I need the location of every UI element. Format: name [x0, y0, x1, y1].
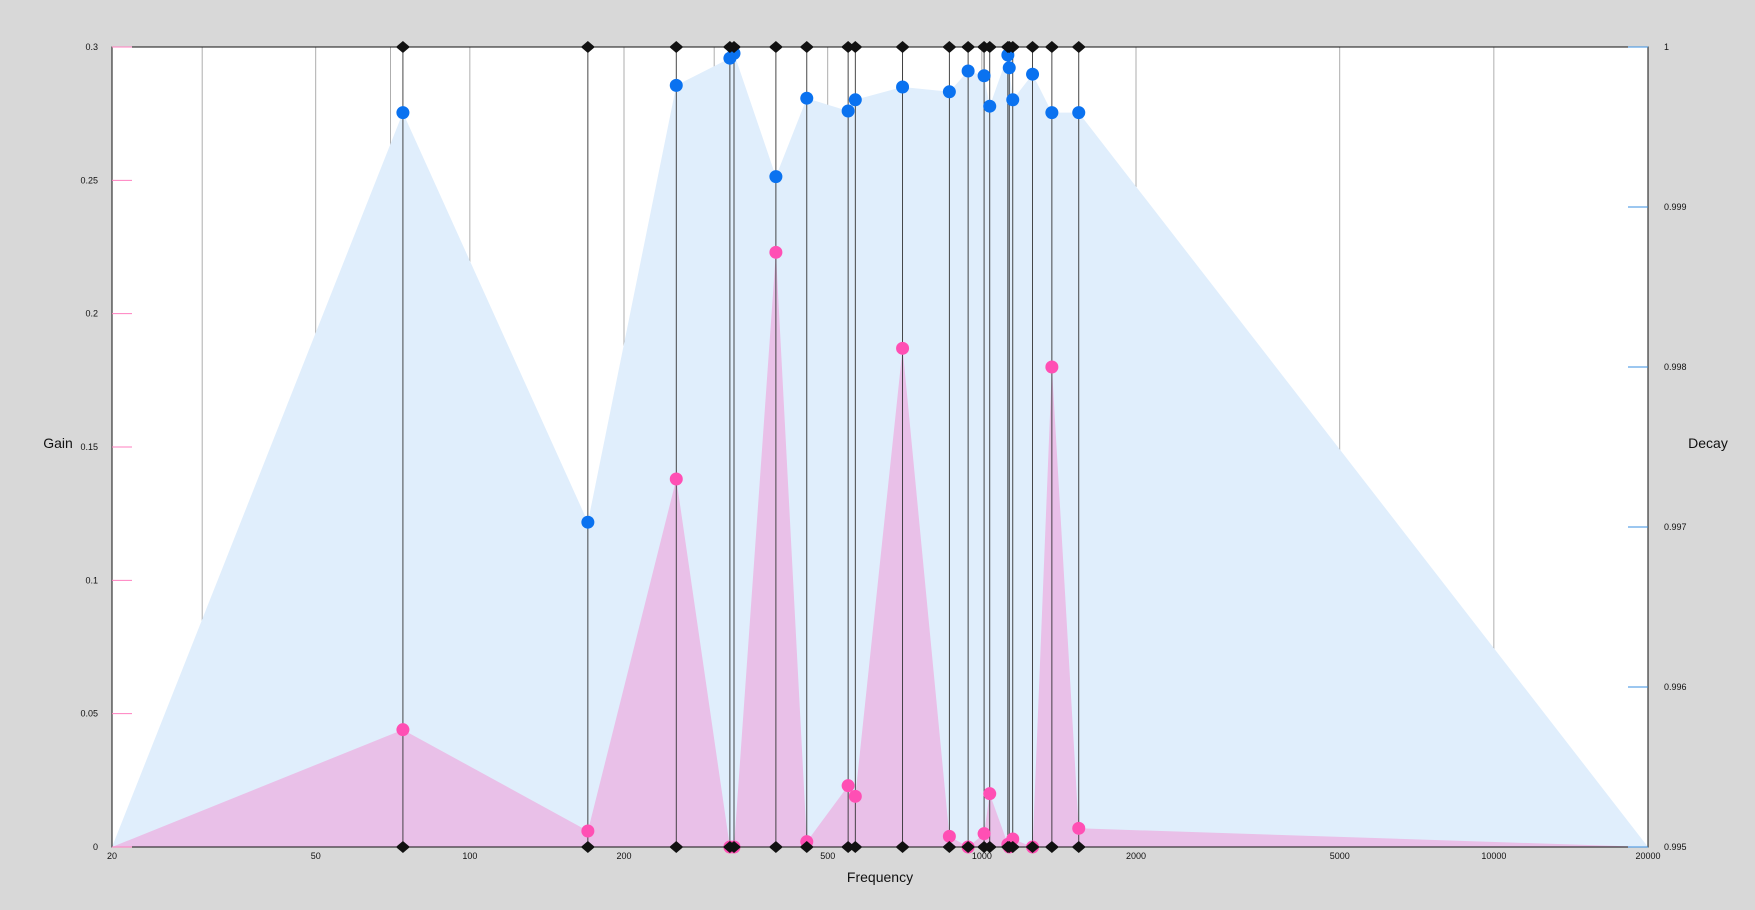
- x-tick-label: 200: [616, 851, 631, 861]
- y2-tick-label: 0.996: [1664, 682, 1687, 692]
- band-handle-top[interactable]: [395, 41, 410, 53]
- decay-point: [1002, 61, 1016, 75]
- band-handle-top[interactable]: [669, 41, 684, 53]
- band-handle-top[interactable]: [1071, 41, 1086, 53]
- decay-point: [977, 69, 991, 83]
- band-handle-bottom[interactable]: [1044, 841, 1059, 853]
- decay-point: [1006, 93, 1020, 107]
- gain-point: [669, 472, 683, 486]
- y-tick-label: 0.3: [85, 42, 98, 52]
- y-tick-label: 0.15: [80, 442, 98, 452]
- y2-tick-label: 1: [1664, 42, 1669, 52]
- gain-point: [396, 723, 410, 737]
- band-handle-bottom[interactable]: [395, 841, 410, 853]
- decay-point: [669, 78, 683, 92]
- band-handle-top[interactable]: [961, 41, 976, 53]
- decay-point: [1001, 48, 1015, 62]
- decay-point: [961, 64, 975, 78]
- gain-point: [1072, 821, 1086, 835]
- band-handle-top[interactable]: [768, 41, 783, 53]
- band-handle-bottom[interactable]: [1005, 841, 1020, 853]
- gain-point: [581, 824, 595, 838]
- decay-point: [769, 170, 783, 184]
- tick-layer: 0 0.05 0.1 0.15 0.2 0.25 0.3 0.995 0.996 0.997 0.9…: [80, 42, 1686, 861]
- band-handle-bottom[interactable]: [1071, 841, 1086, 853]
- x-tick-label: 50: [311, 851, 321, 861]
- band-handle-bottom[interactable]: [727, 841, 742, 853]
- decay-point: [841, 104, 855, 118]
- handle-layer[interactable]: [395, 41, 1086, 853]
- band-handle-top[interactable]: [799, 41, 814, 53]
- gain-area: [112, 252, 1648, 848]
- x-tick-label: 100: [462, 851, 477, 861]
- band-handle-bottom[interactable]: [768, 841, 783, 853]
- y-tick-label: 0.25: [80, 175, 98, 185]
- band-handle-top[interactable]: [1005, 41, 1020, 53]
- gain-point: [977, 827, 991, 841]
- band-handle-bottom[interactable]: [982, 841, 997, 853]
- band-handle-bottom[interactable]: [799, 841, 814, 853]
- area-layer: [112, 53, 1648, 848]
- y2-tick-label: 0.998: [1664, 362, 1687, 372]
- decay-area: [112, 53, 1648, 847]
- y-tick-label: 0: [93, 842, 98, 852]
- decay-point: [848, 93, 862, 107]
- band-handle-top[interactable]: [841, 41, 856, 53]
- decay-point: [396, 106, 410, 120]
- band-handle-top[interactable]: [895, 41, 910, 53]
- band-handle-bottom[interactable]: [942, 841, 957, 853]
- y2-axis-title: Decay: [1688, 435, 1728, 451]
- y2-tick-label: 0.999: [1664, 202, 1687, 212]
- band-handle-top[interactable]: [1044, 41, 1059, 53]
- x-axis-title: Frequency: [847, 869, 913, 885]
- gain-point: [848, 789, 862, 803]
- band-handle-bottom[interactable]: [895, 841, 910, 853]
- x-tick-label: 1000: [972, 851, 992, 861]
- band-handle-top[interactable]: [1025, 41, 1040, 53]
- band-handle-bottom[interactable]: [580, 841, 595, 853]
- y-tick-label: 0.05: [80, 709, 98, 719]
- decay-point: [1045, 106, 1059, 120]
- y-tick-label: 0.1: [85, 575, 98, 585]
- band-handle-bottom[interactable]: [848, 841, 863, 853]
- band-handle-bottom[interactable]: [841, 841, 856, 853]
- x-tick-label: 20: [107, 851, 117, 861]
- decay-point: [983, 99, 997, 113]
- band-handle-bottom[interactable]: [961, 841, 976, 853]
- decay-point: [1072, 106, 1086, 120]
- decay-point: [581, 515, 595, 529]
- band-handle-bottom[interactable]: [1025, 841, 1040, 853]
- gain-point: [769, 245, 783, 259]
- decay-point: [942, 85, 956, 99]
- decay-point: [896, 80, 910, 94]
- x-tick-label: 500: [820, 851, 835, 861]
- band-handle-top[interactable]: [727, 41, 742, 53]
- x-tick-label: 5000: [1330, 851, 1350, 861]
- x-tick-label: 20000: [1635, 851, 1660, 861]
- band-handle-top[interactable]: [942, 41, 957, 53]
- gain-point: [841, 779, 855, 793]
- x-tick-label: 2000: [1126, 851, 1146, 861]
- band-handle-bottom[interactable]: [669, 841, 684, 853]
- x-tick-label: 10000: [1481, 851, 1506, 861]
- y2-tick-label: 0.995: [1664, 842, 1687, 852]
- y-tick-label: 0.2: [85, 309, 98, 319]
- gain-point: [1045, 360, 1059, 374]
- band-handle-top[interactable]: [982, 41, 997, 53]
- gain-point: [983, 787, 997, 801]
- band-handle-top[interactable]: [848, 41, 863, 53]
- y-axis-title: Gain: [43, 435, 73, 451]
- decay-point: [1026, 67, 1040, 81]
- y2-tick-label: 0.997: [1664, 522, 1687, 532]
- gain-point: [942, 829, 956, 843]
- gain-point: [896, 341, 910, 355]
- band-handle-top[interactable]: [580, 41, 595, 53]
- decay-point: [800, 91, 814, 105]
